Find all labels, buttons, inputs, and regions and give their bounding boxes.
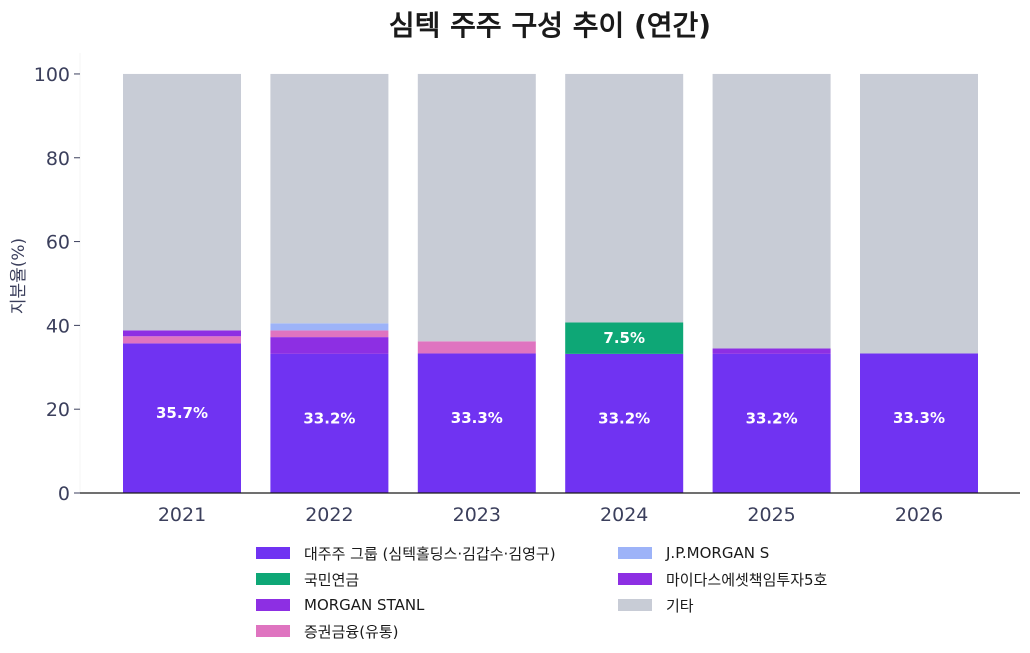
legend-label: J.P.MORGAN S <box>666 544 770 562</box>
legend-label: MORGAN STANL <box>304 596 425 614</box>
bar-data-label: 33.3% <box>893 409 945 427</box>
legend-item: 증권금융(유통) <box>256 618 618 644</box>
legend-label: 국민연금 <box>304 570 360 589</box>
legend-item: 기타 <box>618 592 878 618</box>
bar-segment <box>270 323 389 331</box>
y-tick-label: 80 <box>46 148 70 170</box>
axes-group: 2021 2022 2023 2024 2025 2026 0 20 40 60 80 100 <box>34 53 1020 526</box>
bar-segment <box>270 337 389 354</box>
x-tick-label: 2024 <box>600 504 648 526</box>
legend: 대주주 그룹 (심텍홀딩스·김갑수·김영구) 국민연금 MORGAN STANL 증권… <box>256 540 896 644</box>
bar-segment <box>123 343 241 493</box>
legend-item: 대주주 그룹 (심텍홀딩스·김갑수·김영구) <box>256 540 618 566</box>
y-tick-label: 20 <box>46 399 70 421</box>
bar-segment <box>417 353 536 493</box>
legend-label: 대주주 그룹 (심텍홀딩스·김갑수·김영구) <box>304 544 556 563</box>
legend-swatch <box>256 625 290 637</box>
bar-segment <box>712 348 831 354</box>
legend-item: 마이다스에셋책임투자5호 <box>618 566 878 592</box>
bar-data-label: 33.3% <box>451 409 503 427</box>
bar-data-label: 33.2% <box>598 409 650 427</box>
legend-label: 마이다스에셋책임투자5호 <box>666 570 828 589</box>
bar-data-label: 33.2% <box>746 409 798 427</box>
x-tick-label: 2026 <box>895 504 943 526</box>
x-tick-label: 2021 <box>158 504 206 526</box>
bar-segment <box>123 73 241 331</box>
bar-segment <box>270 353 389 493</box>
legend-swatch <box>618 547 652 559</box>
legend-item: MORGAN STANL <box>256 592 618 618</box>
bar-segment <box>270 330 389 338</box>
bars-group <box>123 73 978 493</box>
bar-segment <box>417 341 536 354</box>
bar-segment <box>565 353 684 493</box>
legend-label: 기타 <box>666 596 694 615</box>
legend-swatch <box>256 599 290 611</box>
legend-swatch <box>256 573 290 585</box>
bar-data-label: 35.7% <box>156 404 208 422</box>
bar-segment <box>270 73 389 324</box>
bar-segment <box>860 73 978 354</box>
bar-segment <box>417 73 536 342</box>
y-tick-label: 60 <box>46 232 70 254</box>
legend-item: J.P.MORGAN S <box>618 540 878 566</box>
bar-segment <box>565 322 684 354</box>
legend-swatch <box>618 599 652 611</box>
bar-segment <box>712 353 831 493</box>
legend-swatch <box>256 547 290 559</box>
x-tick-label: 2022 <box>305 504 353 526</box>
y-axis-label: 지분율(%) <box>9 238 29 314</box>
legend-swatch <box>618 573 652 585</box>
legend-item: 국민연금 <box>256 566 618 592</box>
bar-segment <box>123 330 241 337</box>
bar-data-label: 33.2% <box>303 409 355 427</box>
bar-labels-group: 35.7% 33.2% 33.3% 33.2% 7.5% 33.2% 33.3% <box>156 329 945 427</box>
bar-data-label: 7.5% <box>603 329 645 347</box>
x-tick-label: 2023 <box>453 504 501 526</box>
bar-segment <box>565 73 684 323</box>
legend-label: 증권금융(유통) <box>304 622 399 641</box>
y-tick-label: 0 <box>58 483 70 505</box>
y-tick-label: 40 <box>46 315 70 337</box>
y-tick-label: 100 <box>34 64 70 86</box>
bar-segment <box>860 353 978 493</box>
bar-segment <box>123 336 241 344</box>
chart-title: 심텍 주주 구성 추이 (연간) <box>389 9 711 42</box>
x-tick-label: 2025 <box>747 504 795 526</box>
bar-segment <box>712 73 831 349</box>
